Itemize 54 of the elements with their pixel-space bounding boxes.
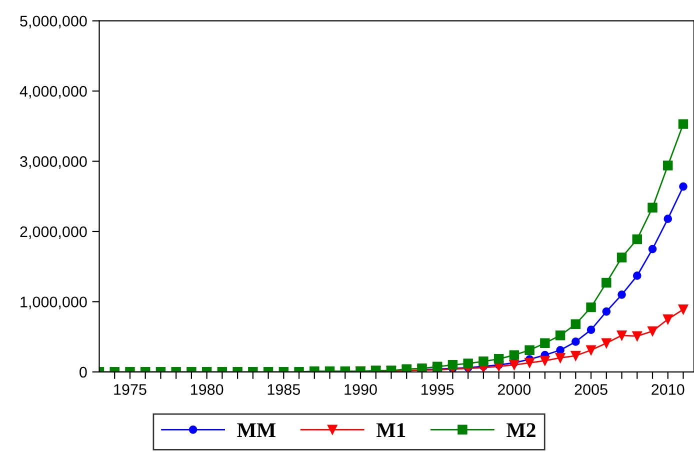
legend-label: M2 bbox=[506, 423, 536, 437]
legend-label: M1 bbox=[376, 423, 406, 437]
legend-label: MM bbox=[237, 423, 276, 437]
x-tick-label: 1985 bbox=[268, 384, 300, 395]
y-tick-label: 3,000,000 bbox=[20, 156, 87, 169]
point bbox=[664, 214, 672, 224]
point bbox=[663, 314, 673, 324]
point bbox=[632, 272, 642, 280]
y-tick-label: 0 bbox=[80, 366, 87, 378]
point bbox=[678, 119, 688, 129]
y-tick-label: 2,000,000 bbox=[20, 226, 87, 239]
point bbox=[648, 202, 658, 212]
point bbox=[555, 353, 566, 363]
point bbox=[570, 319, 581, 330]
point bbox=[509, 360, 520, 370]
point bbox=[463, 358, 473, 368]
point bbox=[432, 362, 442, 372]
x-tick-label: 1980 bbox=[190, 384, 224, 395]
point bbox=[570, 350, 581, 361]
x-tick-label: 1995 bbox=[422, 384, 454, 395]
point bbox=[616, 330, 627, 340]
y-tick-label: 4,000,000 bbox=[20, 86, 87, 99]
x-tick-label: 1990 bbox=[344, 384, 377, 395]
point bbox=[540, 356, 550, 366]
point bbox=[494, 354, 504, 364]
point bbox=[524, 358, 534, 368]
x-tick-label: 2010 bbox=[652, 384, 684, 395]
x-tick-label: 2005 bbox=[574, 384, 608, 395]
point bbox=[586, 302, 596, 312]
point bbox=[540, 338, 550, 348]
point bbox=[648, 244, 657, 254]
x-tick-label: 2000 bbox=[498, 384, 531, 395]
point bbox=[586, 345, 596, 356]
point bbox=[448, 360, 458, 370]
point bbox=[618, 290, 626, 299]
point bbox=[586, 326, 596, 334]
y-tick-label: 1,000,000 bbox=[20, 296, 87, 310]
point bbox=[679, 182, 688, 191]
point bbox=[616, 252, 627, 262]
point bbox=[478, 356, 488, 366]
point bbox=[555, 330, 566, 340]
point bbox=[602, 338, 612, 348]
point bbox=[648, 326, 658, 336]
point bbox=[632, 234, 642, 244]
point bbox=[571, 338, 580, 346]
point bbox=[663, 160, 673, 170]
point bbox=[678, 304, 688, 314]
point bbox=[632, 331, 642, 341]
y-tick-label: 5,000,000 bbox=[20, 16, 87, 28]
point bbox=[524, 345, 534, 356]
point bbox=[509, 350, 520, 360]
point bbox=[602, 278, 612, 288]
point bbox=[602, 307, 611, 316]
x-tick-label: 1975 bbox=[114, 384, 146, 395]
